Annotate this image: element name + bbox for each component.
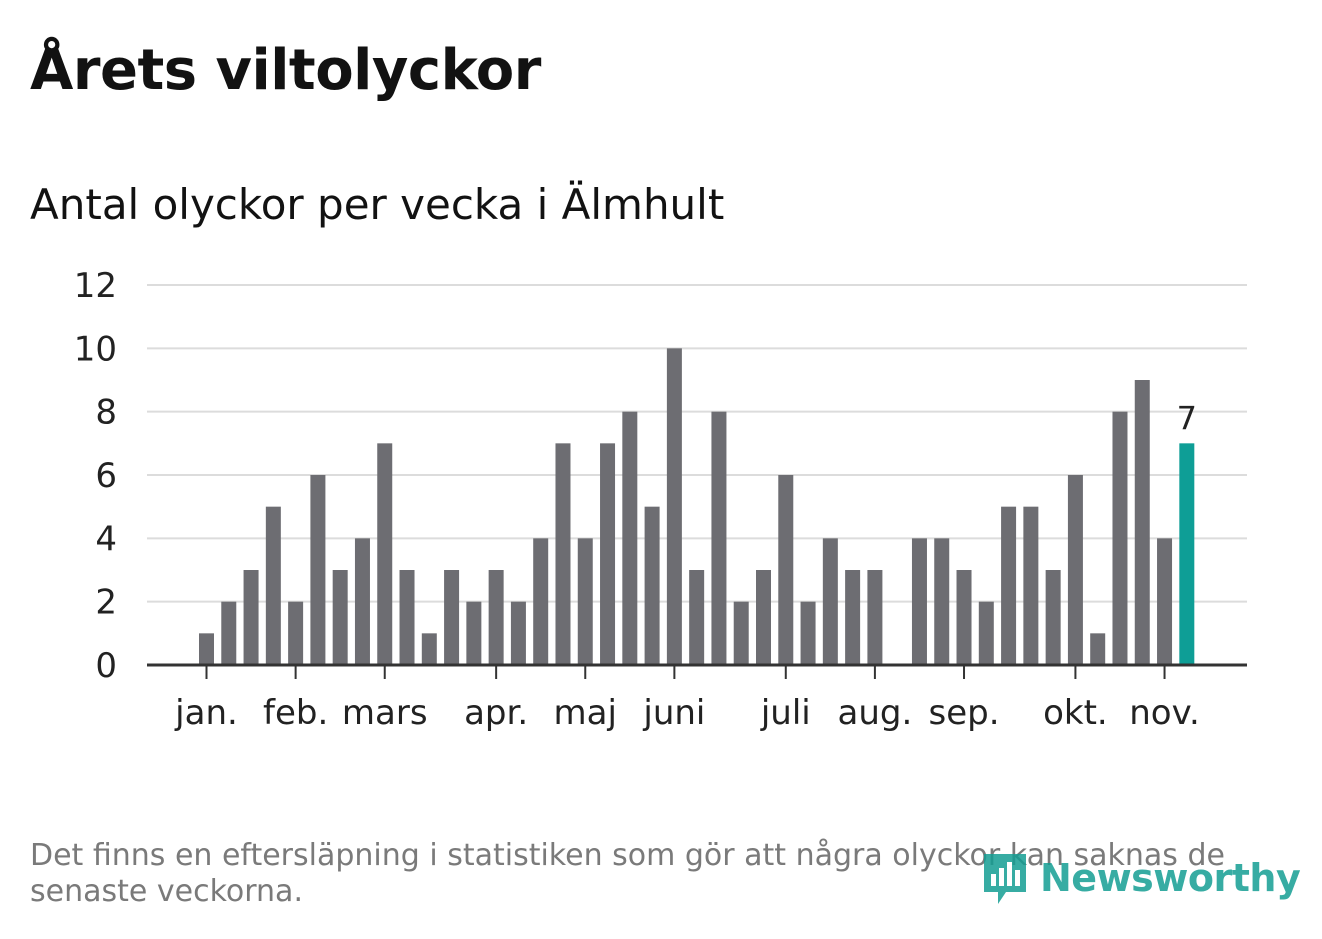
bar	[221, 601, 237, 665]
bar	[377, 443, 393, 665]
x-tick-label: mars	[342, 693, 428, 733]
weekly-accidents-bar-chart: 0 2 4 6 8 10 12 7 jan. feb. mars apr. maj juni juli a…	[74, 266, 1247, 733]
bar	[1001, 506, 1017, 665]
bar	[733, 601, 749, 665]
highlight-value-label: 7	[1177, 399, 1197, 437]
bar	[822, 538, 838, 665]
bar	[934, 538, 950, 665]
x-tick-label: juni	[642, 693, 705, 733]
y-tick-label: 6	[95, 456, 117, 496]
bar	[689, 570, 705, 665]
y-tick-label: 0	[95, 646, 117, 686]
logo-text: Newsworthy	[1040, 856, 1301, 900]
x-tick-label: okt.	[1043, 693, 1108, 733]
chart-title: Årets viltolyckor	[30, 38, 541, 103]
bar	[1134, 380, 1150, 665]
y-tick-label: 2	[95, 583, 117, 623]
bar	[845, 570, 861, 665]
x-tick-label: jan.	[174, 693, 238, 733]
x-tick-label: juli	[760, 693, 811, 733]
y-tick-label: 8	[95, 393, 117, 433]
x-tick-label: maj	[554, 693, 617, 733]
bar	[756, 570, 771, 665]
newsworthy-logo: Newsworthy	[980, 848, 1301, 908]
bar	[1045, 570, 1061, 665]
bar	[644, 506, 660, 665]
bar	[1157, 538, 1173, 665]
bar	[399, 570, 415, 665]
bar	[533, 538, 549, 665]
bar	[488, 570, 504, 665]
bar	[622, 411, 638, 665]
bar	[978, 601, 994, 665]
bar	[1112, 411, 1128, 665]
bar	[444, 570, 460, 665]
bar	[711, 411, 727, 665]
bar	[666, 348, 682, 665]
bar	[1067, 475, 1083, 665]
bar	[199, 633, 214, 665]
bar	[911, 538, 927, 665]
bar	[421, 633, 437, 665]
bars: 7	[199, 348, 1197, 665]
bar	[310, 475, 326, 665]
x-tick-label: nov.	[1129, 693, 1200, 733]
bar	[555, 443, 571, 665]
bar	[354, 538, 370, 665]
bar	[800, 601, 816, 665]
x-tick-label: sep.	[929, 693, 1000, 733]
x-tick-label: feb.	[263, 693, 328, 733]
bar	[288, 601, 304, 665]
chart-subtitle: Antal olyckor per vecka i Älmhult	[30, 180, 725, 229]
bar	[332, 570, 348, 665]
bar	[778, 475, 794, 665]
bar	[510, 601, 526, 665]
bar	[1023, 506, 1039, 665]
bar	[600, 443, 616, 665]
x-tick-label: apr.	[464, 693, 528, 733]
bar	[956, 570, 972, 665]
bar	[265, 506, 281, 665]
bar	[577, 538, 593, 665]
bar	[243, 570, 259, 665]
y-axis-ticks: 0 2 4 6 8 10 12	[74, 266, 117, 686]
y-tick-label: 12	[74, 266, 117, 306]
x-axis: jan. feb. mars apr. maj juni juli aug. sep. okt. n…	[147, 663, 1247, 733]
bar	[867, 570, 883, 665]
y-tick-label: 10	[74, 329, 117, 369]
bar	[1090, 633, 1106, 665]
x-tick-label: aug.	[838, 693, 913, 733]
bar-chart-speech-bubble-icon	[984, 854, 1026, 904]
bar-highlight	[1179, 443, 1195, 665]
y-tick-label: 4	[95, 519, 117, 559]
bar	[466, 601, 482, 665]
